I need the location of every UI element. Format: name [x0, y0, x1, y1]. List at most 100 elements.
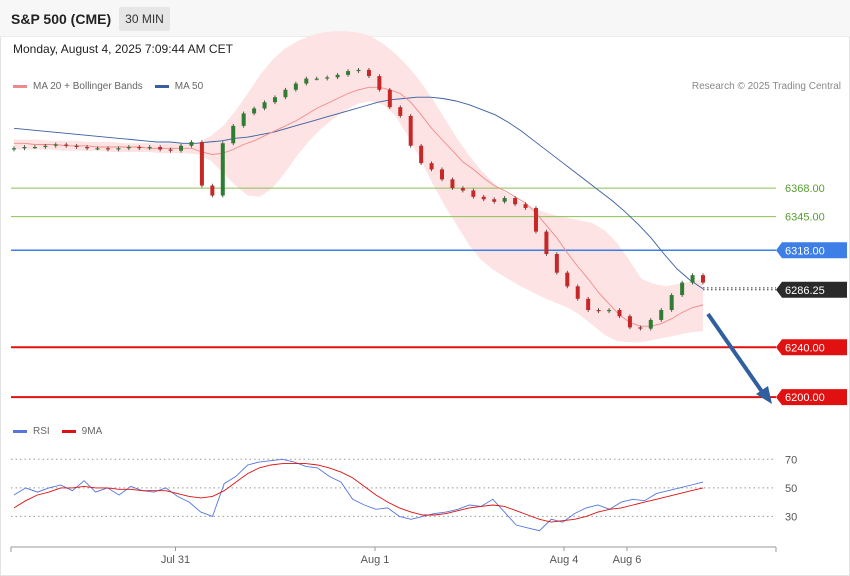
candle-body [262, 102, 267, 109]
candle-body [231, 125, 236, 144]
candle-body [460, 188, 465, 191]
ma50-line [13, 96, 704, 290]
candle-body [335, 74, 340, 78]
candle-body [701, 275, 705, 283]
level-label: 6345.00 [785, 212, 825, 224]
rsi-legend: RSI 9MA [13, 426, 114, 437]
candle-body [346, 71, 351, 75]
rsi-level-label: 30 [785, 511, 797, 523]
bollinger-band [14, 31, 703, 343]
candle-body [533, 207, 538, 232]
level-tag [776, 242, 847, 259]
candle-body [85, 147, 90, 149]
candle-body [53, 144, 58, 146]
candle-body [502, 198, 507, 202]
candle-body [471, 190, 476, 197]
level-tag [776, 389, 847, 406]
candle-body [283, 89, 288, 98]
candle-body [408, 115, 413, 146]
candle-body [513, 198, 518, 205]
candle-body [544, 231, 549, 254]
candle-body [189, 142, 194, 146]
last-price-label: 6286.25 [785, 285, 825, 297]
candle-body [659, 309, 664, 320]
candle-body [356, 69, 361, 72]
rsi-line [13, 458, 704, 532]
candle-body [607, 309, 612, 312]
candle-body [492, 199, 497, 202]
candle-body [596, 309, 601, 312]
legend-item-ma50: MA 50 [154, 81, 204, 92]
candle-body [325, 77, 330, 79]
main-legend: MA 20 + Bollinger Bands MA 50 [13, 81, 215, 92]
interval-button[interactable]: 30 MIN [119, 7, 170, 31]
candle-body [450, 179, 455, 189]
candle-body [272, 97, 277, 103]
last-price-tag [776, 281, 847, 298]
candle-body [429, 163, 434, 170]
candle-body [210, 185, 215, 196]
candle-body [565, 272, 570, 287]
legend-swatch [13, 430, 27, 433]
candle-body [252, 108, 257, 114]
candle-body [220, 143, 225, 196]
x-axis-label: Aug 4 [550, 554, 579, 566]
credit-text: Research © 2025 Trading Central [691, 81, 841, 92]
candle-body [575, 286, 580, 299]
candle-body [126, 147, 131, 149]
candle-body [440, 169, 445, 180]
candle-body [419, 145, 424, 164]
level-tag [776, 339, 847, 356]
level-label: 6368.00 [785, 183, 825, 195]
instrument-title: S&P 500 (CME) [11, 11, 112, 27]
candle-body [648, 319, 653, 329]
forecast-arrowhead [756, 386, 772, 404]
candle-body [116, 148, 121, 150]
legend-label: MA 50 [174, 81, 204, 92]
candle-body [586, 298, 591, 310]
candle-body [680, 282, 685, 296]
candle-body [304, 78, 309, 84]
datetime-label: Monday, August 4, 2025 7:09:44 AM CET [13, 42, 233, 56]
candle-body [105, 148, 110, 150]
candle-body [241, 113, 246, 126]
candle-body [617, 309, 622, 317]
header-bar: S&P 500 (CME) 30 MIN [0, 0, 850, 37]
candle-body [74, 145, 79, 148]
candle-body [168, 149, 173, 151]
candle-body [22, 147, 27, 149]
legend-swatch [61, 430, 76, 433]
x-axis-label: Jul 31 [161, 554, 190, 566]
candle-body [638, 327, 643, 329]
rsi-level-label: 50 [785, 483, 797, 495]
candle-body [377, 76, 382, 90]
candle-body [669, 295, 674, 310]
candle-body [523, 204, 528, 208]
candle-body [481, 196, 486, 200]
legend-swatch [154, 85, 169, 88]
level-label: 6240.00 [785, 342, 825, 354]
candle-body [627, 316, 632, 328]
candle-body [690, 275, 695, 283]
candle-body [366, 69, 371, 77]
forecast-arrow [706, 312, 767, 398]
legend-item-9ma: 9MA [61, 426, 103, 437]
candle-body [64, 144, 69, 146]
candle-body [293, 83, 298, 90]
candle-body [199, 142, 204, 186]
legend-item-ma20: MA 20 + Bollinger Bands [13, 81, 143, 92]
candle-body [554, 254, 559, 273]
candle-body [158, 147, 163, 150]
candle-body [147, 147, 152, 149]
candle-body [43, 145, 48, 148]
legend-label: 9MA [81, 426, 103, 437]
x-axis-label: Aug 1 [361, 554, 390, 566]
x-axis-label: Aug 6 [613, 554, 642, 566]
legend-item-rsi: RSI [13, 426, 50, 437]
candle-body [95, 148, 100, 150]
level-label: 6200.00 [785, 392, 825, 404]
legend-label: MA 20 + Bollinger Bands [33, 81, 143, 92]
candle-body [137, 147, 142, 149]
level-label: 6318.00 [785, 245, 825, 257]
